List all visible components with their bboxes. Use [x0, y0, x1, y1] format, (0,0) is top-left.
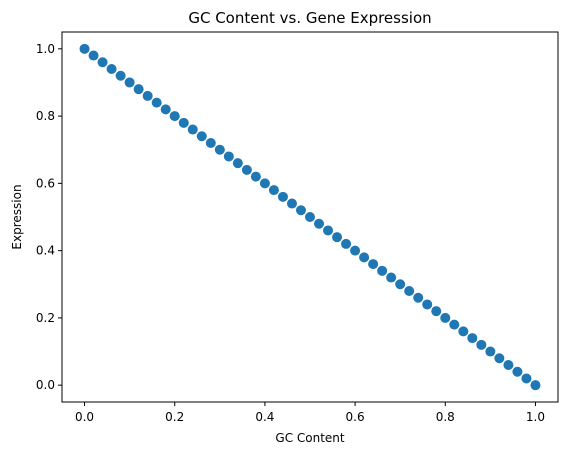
data-point — [133, 84, 144, 95]
data-point — [295, 205, 306, 216]
data-point — [151, 97, 162, 108]
data-point — [485, 346, 496, 357]
data-point — [79, 43, 90, 54]
data-point — [395, 279, 406, 290]
x-tick-label: 0.0 — [75, 410, 94, 424]
data-point — [467, 333, 478, 344]
chart-title: GC Content vs. Gene Expression — [188, 9, 431, 27]
data-point — [305, 212, 315, 222]
data-point — [124, 77, 135, 88]
data-point — [250, 171, 261, 182]
data-point — [178, 117, 189, 128]
data-point — [277, 191, 288, 202]
x-tick-label: 0.8 — [436, 410, 455, 424]
data-point — [368, 259, 379, 270]
data-point — [404, 286, 415, 296]
data-point — [169, 111, 180, 122]
data-point — [521, 373, 532, 384]
y-tick-label: 1.0 — [36, 42, 55, 56]
data-point — [232, 158, 243, 169]
data-point — [97, 57, 108, 68]
data-point — [386, 272, 397, 283]
y-axis-title: Expression — [10, 184, 24, 249]
x-tick-label: 1.0 — [526, 410, 545, 424]
x-tick-label: 0.6 — [346, 410, 365, 424]
data-point — [187, 124, 198, 135]
y-tick-label: 0.0 — [36, 378, 55, 392]
data-point — [314, 218, 325, 229]
data-point — [115, 70, 126, 81]
x-tick-label: 0.2 — [165, 410, 184, 424]
data-point — [530, 380, 541, 391]
data-point — [323, 225, 334, 236]
data-point — [377, 265, 388, 276]
data-point — [241, 164, 252, 175]
data-point — [106, 64, 117, 74]
y-tick-label: 0.8 — [36, 109, 55, 123]
data-point — [503, 360, 514, 370]
data-point — [494, 353, 505, 364]
x-axis: 0.0 0.2 0.4 0.6 0.8 1.0 — [75, 402, 545, 424]
data-point — [449, 319, 460, 330]
data-point — [286, 198, 297, 209]
data-point — [359, 252, 370, 263]
data-point — [259, 178, 270, 189]
data-point — [332, 232, 343, 243]
data-point — [160, 104, 171, 115]
data-point — [440, 312, 451, 323]
data-point — [214, 144, 225, 155]
y-tick-label: 0.4 — [36, 244, 55, 258]
data-point — [196, 131, 207, 142]
data-point — [350, 245, 361, 256]
data-point — [268, 185, 279, 196]
data-point — [422, 299, 433, 310]
points-layer — [79, 43, 541, 391]
plot-frame — [61, 31, 559, 403]
y-tick-label: 0.2 — [36, 311, 55, 325]
data-point — [512, 366, 523, 377]
data-point — [88, 50, 99, 61]
x-tick-label: 0.4 — [255, 410, 274, 424]
y-tick-label: 0.6 — [36, 176, 55, 190]
data-point — [223, 151, 234, 162]
y-axis: 0.0 0.2 0.4 0.6 0.8 1.0 — [36, 42, 62, 392]
x-axis-title: GC Content — [275, 431, 345, 445]
data-point — [142, 90, 153, 101]
data-point — [413, 292, 424, 303]
data-point — [205, 138, 216, 148]
data-point — [341, 238, 352, 249]
data-point — [458, 326, 469, 337]
data-point — [476, 339, 487, 350]
data-point — [431, 306, 442, 317]
